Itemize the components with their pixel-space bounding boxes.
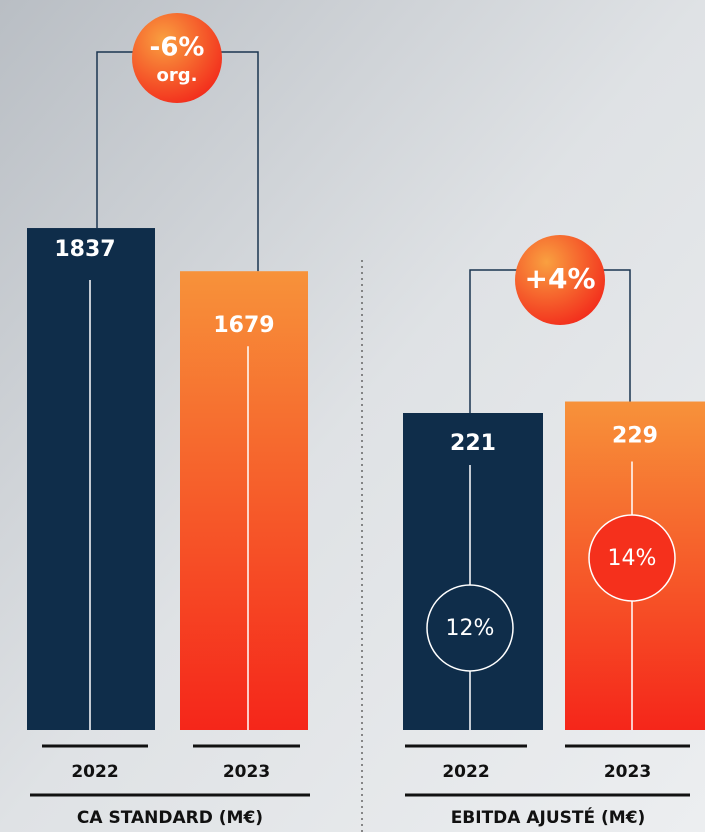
value-label: 229 [612,424,658,449]
x-tick-label: 2022 [442,762,489,782]
bar [403,413,543,730]
change-note: org. [157,65,198,86]
x-tick-label: 2023 [223,762,270,782]
value-label: 1837 [54,237,115,262]
margin-label: 14% [608,546,657,571]
x-tick-label: 2023 [604,762,651,782]
x-axis-title: CA STANDARD (M€) [77,808,263,828]
change-label: -6% [150,33,205,63]
x-tick-label: 2022 [71,762,118,782]
margin-label: 12% [446,616,495,641]
x-axis-title: EBITDA AJUSTÉ (M€) [451,806,646,828]
change-label: +4% [525,262,596,295]
bar [27,228,155,730]
bar [180,271,308,730]
value-label: 1679 [213,313,274,338]
value-label: 221 [450,431,496,456]
infographic: 1837 2022 1679 2023 CA STANDARD (M€) -6%org. 2… [0,0,705,832]
